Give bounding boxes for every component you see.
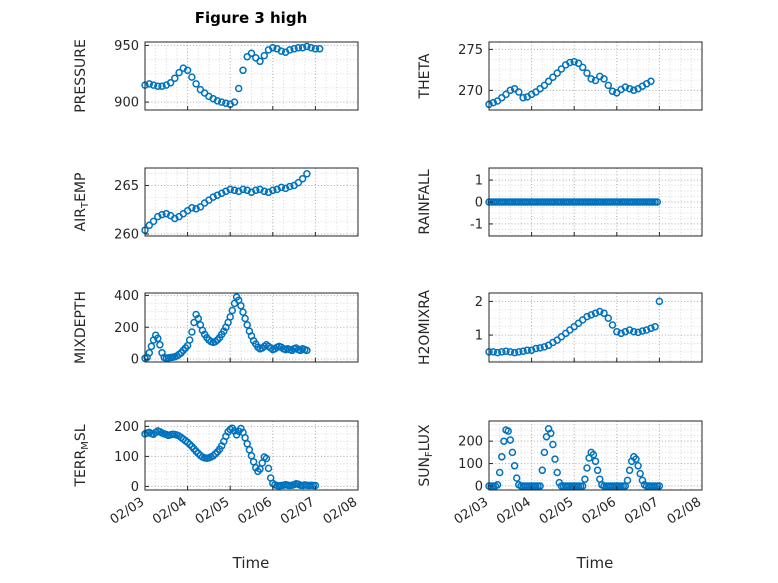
subplot-air-temp: 260 265 AIRTEMP xyxy=(73,167,359,243)
svg-text:950: 950 xyxy=(114,39,139,54)
svg-text:02/07: 02/07 xyxy=(278,495,318,528)
svg-text:02/07: 02/07 xyxy=(622,495,662,528)
y-axis-label: AIRTEMP xyxy=(73,173,91,232)
svg-text:02/08: 02/08 xyxy=(321,495,361,528)
svg-text:265: 265 xyxy=(114,179,139,194)
y-axis-label: MIXDEPTH xyxy=(73,291,89,364)
svg-text:02/08: 02/08 xyxy=(665,495,705,528)
x-axis-label-left: Time xyxy=(232,554,270,572)
svg-text:260: 260 xyxy=(114,228,139,243)
svg-text:02/04: 02/04 xyxy=(494,495,534,528)
y-axis-label: RAINFALL xyxy=(417,169,433,234)
y-axis-label: THETA xyxy=(417,53,433,99)
subplot-mixdepth: 0 200 400 MIXDEPTH xyxy=(73,289,359,368)
x-axis-label-right: Time xyxy=(576,554,614,572)
subplot-rainfall: -1 0 1 RAINFALL xyxy=(417,167,703,237)
svg-text:2: 2 xyxy=(475,295,483,310)
svg-text:270: 270 xyxy=(458,84,483,99)
svg-text:200: 200 xyxy=(114,321,139,336)
svg-text:0: 0 xyxy=(131,353,139,368)
svg-text:02/03: 02/03 xyxy=(452,495,492,528)
svg-text:400: 400 xyxy=(114,289,139,304)
svg-text:900: 900 xyxy=(114,96,139,111)
svg-text:0: 0 xyxy=(475,479,483,494)
svg-text:02/05: 02/05 xyxy=(193,495,233,528)
svg-text:1: 1 xyxy=(475,174,483,189)
svg-text:0: 0 xyxy=(475,196,483,211)
svg-text:02/06: 02/06 xyxy=(235,495,275,528)
svg-text:-1: -1 xyxy=(470,217,483,232)
svg-text:02/04: 02/04 xyxy=(150,495,190,528)
svg-text:200: 200 xyxy=(114,420,139,435)
figure-title: Figure 3 high xyxy=(194,9,308,27)
svg-text:275: 275 xyxy=(458,43,483,58)
svg-text:02/05: 02/05 xyxy=(537,495,577,528)
subplot-theta: 270 275 THETA xyxy=(417,41,703,111)
y-axis-label: PRESSURE xyxy=(73,39,89,113)
svg-text:1: 1 xyxy=(475,329,483,344)
svg-text:02/06: 02/06 xyxy=(579,495,619,528)
svg-text:200: 200 xyxy=(458,435,483,450)
svg-text:100: 100 xyxy=(458,457,483,472)
svg-text:0: 0 xyxy=(131,480,139,495)
y-axis-label: H2OMIXRA xyxy=(417,290,433,365)
subplot-pressure: 900 950 PRESSURE xyxy=(73,39,359,113)
svg-text:02/03: 02/03 xyxy=(108,495,148,528)
y-axis-label: SUNFLUX xyxy=(417,424,435,487)
y-axis-label: TERRMSL xyxy=(73,424,91,487)
subplot-sun-flux: 0 100 200 02/03 02/04 02/05 02/06 02/07 02/08 SUN… xyxy=(417,420,705,528)
svg-text:100: 100 xyxy=(114,450,139,465)
subplot-h2omixra: 1 2 H2OMIXRA xyxy=(417,290,703,365)
subplot-terr-msl: 0 100 200 02/03 02/04 02/05 02/06 02/07 02/08 TER… xyxy=(73,420,361,528)
